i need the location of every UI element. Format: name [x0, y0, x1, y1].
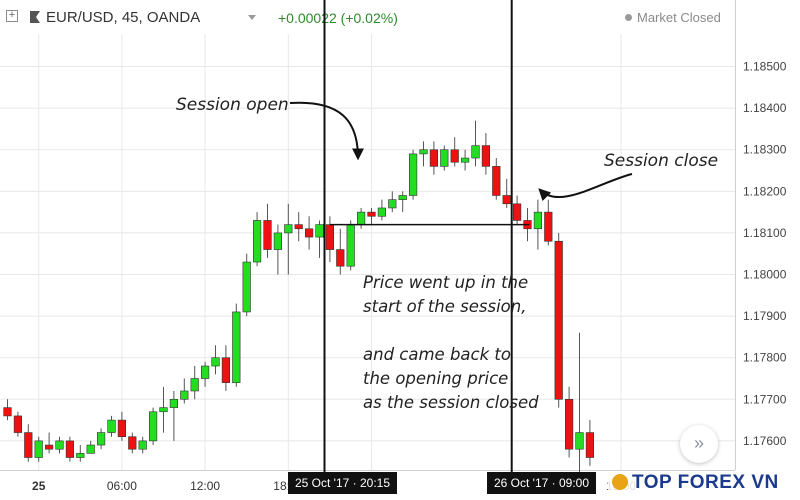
y-tick-label: 1.18200: [743, 184, 787, 198]
session-open-label: Session open: [176, 95, 289, 115]
candle-body: [65, 440, 74, 458]
candle-body: [149, 411, 158, 442]
logo-icon: [612, 474, 628, 490]
candle-body: [388, 199, 397, 209]
candle-body: [419, 149, 428, 155]
candle-body: [44, 444, 54, 450]
candle-body: [429, 149, 439, 167]
y-tick-label: 1.17800: [743, 351, 787, 365]
candle-body: [253, 220, 262, 263]
candle-body: [533, 211, 542, 230]
x-tick-label: 06:00: [107, 479, 137, 493]
chart-header: + EUR/USD, 45, OANDA +0.00022 (+0.02%) M…: [0, 0, 735, 34]
candle-body: [117, 419, 126, 438]
y-tick-label: 1.17900: [743, 309, 787, 323]
x-tick-label: 25: [32, 479, 46, 493]
annotation-note-line: as the session closed: [363, 393, 539, 412]
candle-body: [408, 153, 418, 196]
candle-body: [55, 440, 64, 450]
watermark-logo: TOP FOREX VN: [608, 472, 783, 494]
candle-body: [356, 211, 366, 225]
candle-body: [502, 195, 511, 205]
session-close-time-label: 26 Oct '17 · 09:00: [487, 472, 597, 494]
y-tick-label: 1.17600: [743, 434, 787, 448]
candle-body: [138, 440, 147, 450]
market-status: Market Closed: [637, 10, 721, 25]
candle-body: [315, 224, 324, 238]
candle-body: [263, 220, 272, 250]
candle-body: [169, 398, 179, 408]
candle-body: [440, 149, 449, 167]
candle-body: [211, 357, 220, 367]
candle-body: [398, 195, 407, 200]
annotation-note-line: start of the session,: [363, 297, 526, 316]
candle-body: [76, 453, 85, 458]
candle-body: [180, 390, 189, 400]
annotation-note-line: Price went up in the: [363, 273, 528, 292]
y-tick-label: 1.18500: [743, 60, 787, 74]
candle-body: [86, 444, 95, 454]
y-tick-label: 1.18100: [743, 226, 787, 240]
candle-body: [128, 436, 137, 450]
session-open-arrow: [289, 101, 364, 161]
y-tick-label: 1.18300: [743, 143, 787, 157]
candle-body: [242, 261, 251, 313]
candle-body: [294, 224, 303, 230]
session-close-label: Session close: [604, 151, 718, 171]
candle-body: [3, 407, 12, 417]
time-axis-line: [0, 470, 735, 471]
candle-body: [512, 203, 522, 221]
candle-body: [377, 207, 387, 217]
price-axis-line: [735, 0, 736, 470]
logo-text: TOP FOREX VN: [632, 472, 779, 493]
candle-body: [201, 365, 210, 379]
candle-body: [544, 211, 553, 242]
candle-body: [492, 166, 501, 196]
flag-icon[interactable]: [30, 11, 40, 23]
candle-body: [159, 407, 168, 413]
scroll-to-latest-button[interactable]: »: [680, 425, 718, 463]
candle-body: [460, 157, 470, 163]
candle-body: [13, 415, 22, 433]
candle-body: [107, 419, 116, 433]
price-change: +0.00022 (+0.02%): [278, 10, 398, 26]
status-dot-icon: [625, 14, 632, 21]
y-tick-label: 1.18000: [743, 268, 787, 282]
candle-body: [554, 240, 563, 400]
candle-body: [190, 378, 199, 392]
chevron-down-icon[interactable]: [248, 15, 256, 20]
candle-body: [221, 357, 231, 383]
y-tick-label: 1.17700: [743, 392, 787, 406]
expand-icon[interactable]: +: [6, 10, 18, 22]
candle-body: [97, 432, 106, 446]
x-tick-label: 12:00: [190, 479, 220, 493]
candle-body: [24, 432, 33, 458]
candle-body: [232, 311, 241, 383]
annotation-note-line: and came back to: [363, 345, 511, 364]
candle-body: [284, 224, 293, 234]
candle-body: [585, 432, 594, 458]
session-open-time-label: 25 Oct '17 · 20:15: [288, 472, 398, 494]
candle-body: [471, 145, 480, 159]
symbol-title[interactable]: EUR/USD, 45, OANDA: [46, 9, 201, 26]
candle-body: [450, 149, 459, 163]
candle-body: [564, 398, 574, 450]
y-tick-label: 1.18400: [743, 101, 787, 115]
candle-body: [481, 145, 491, 167]
candle-body: [367, 211, 376, 217]
candle-body: [336, 249, 345, 267]
candle-body: [273, 232, 283, 250]
candle-body: [34, 440, 43, 458]
candle-body: [346, 224, 355, 267]
candle-body: [575, 432, 584, 450]
session-close-arrow: [538, 173, 633, 202]
candle-body: [325, 224, 335, 250]
candle-body: [304, 228, 314, 238]
annotation-note-line: the opening price: [363, 369, 508, 388]
